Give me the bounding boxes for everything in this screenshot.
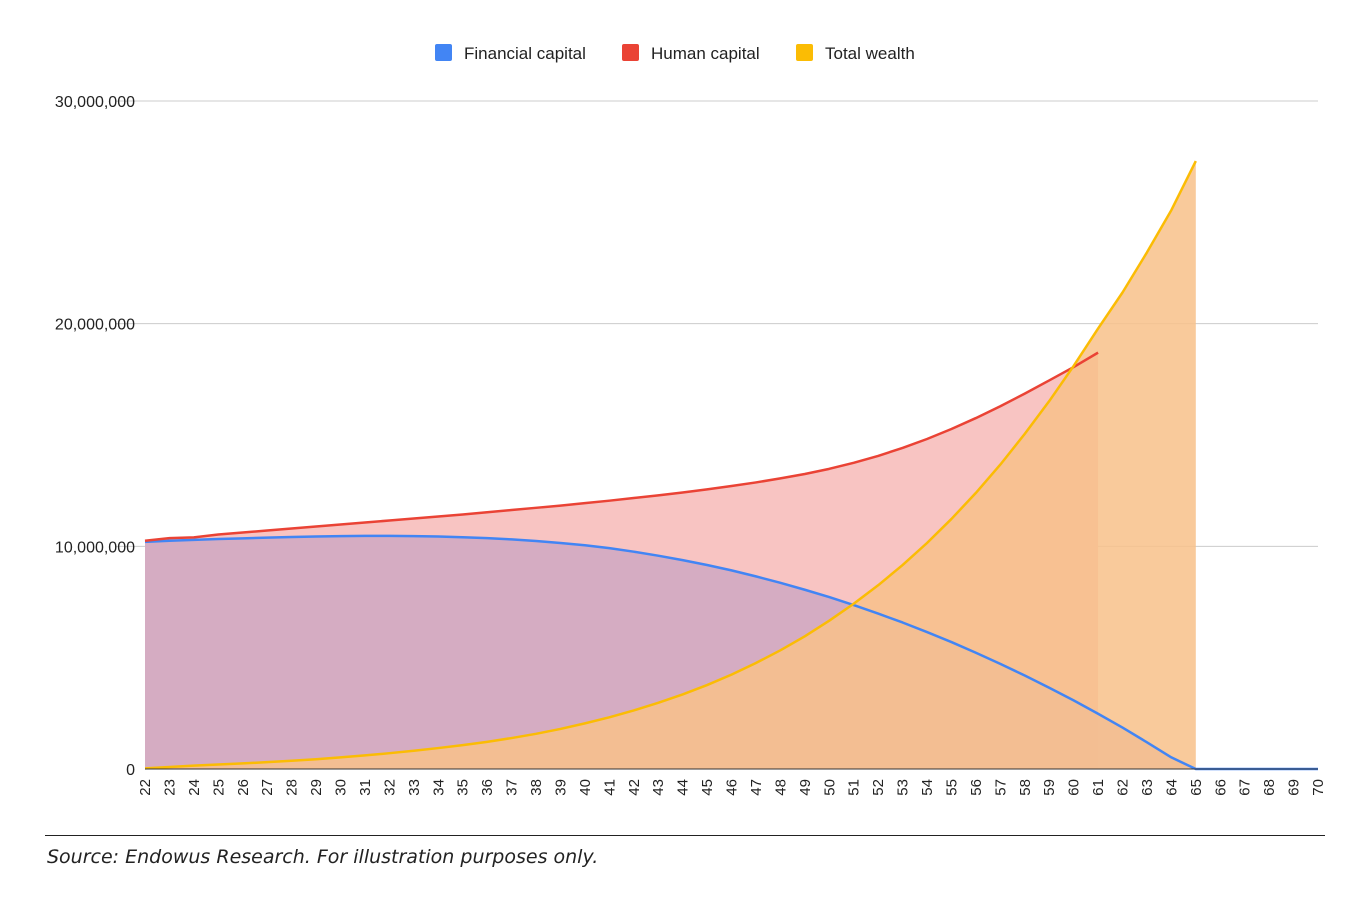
x-tick-label: 26	[235, 779, 252, 796]
x-tick-label: 27	[259, 779, 276, 796]
y-axis: 0 10,000,000 20,000,000 30,000,000	[55, 94, 135, 779]
area-total-wealth	[145, 161, 1196, 769]
x-tick-label: 24	[186, 779, 203, 796]
y-tick-label: 20,000,000	[55, 317, 135, 334]
x-tick-label: 32	[381, 779, 398, 796]
x-axis: 22 23 24 25 26 27 28 29 30 31 32 33 34 35 36 37 38 39 40 41…	[137, 768, 1327, 796]
x-tick-label: 64	[1163, 779, 1180, 796]
y-tick-label: 10,000,000	[55, 539, 135, 556]
x-tick-label: 34	[430, 779, 447, 796]
x-tick-label: 69	[1286, 779, 1303, 796]
x-tick-label: 50	[821, 779, 838, 796]
line-financial-capital	[144, 534, 1318, 771]
x-tick-label: 45	[699, 779, 716, 796]
x-tick-label: 36	[479, 779, 496, 796]
x-tick-label: 48	[772, 779, 789, 796]
x-tick-label: 41	[601, 779, 618, 796]
legend-swatch-human-capital	[622, 44, 639, 61]
x-tick-label: 29	[308, 779, 325, 796]
x-tick-label: 67	[1237, 779, 1254, 796]
x-tick-label: 44	[675, 779, 692, 796]
legend-label-human-capital: Human capital	[651, 44, 760, 63]
source-note: Source: Endowus Research. For illustrati…	[47, 846, 599, 868]
x-tick-label: 30	[333, 779, 350, 796]
line-total-wealth	[144, 160, 1197, 770]
x-tick-label: 38	[528, 779, 545, 796]
x-tick-label: 53	[895, 779, 912, 796]
x-tick-label: 68	[1261, 779, 1278, 796]
x-tick-label: 70	[1310, 779, 1327, 796]
x-tick-label: 25	[210, 779, 227, 796]
x-tick-label: 61	[1090, 779, 1107, 796]
legend-label-financial-capital: Financial capital	[464, 44, 586, 63]
area-fills	[145, 161, 1318, 769]
x-tick-label: 57	[992, 779, 1009, 796]
x-tick-label: 63	[1139, 779, 1156, 796]
x-tick-label: 22	[137, 779, 154, 796]
x-tick-label: 33	[406, 779, 423, 796]
x-tick-label: 55	[943, 779, 960, 796]
x-tick-label: 40	[577, 779, 594, 796]
x-tick-label: 43	[650, 779, 667, 796]
x-tick-label: 66	[1212, 779, 1229, 796]
x-tick-label: 65	[1188, 779, 1205, 796]
x-tick-label: 56	[968, 779, 985, 796]
x-tick-label: 46	[724, 779, 741, 796]
x-tick-label: 35	[455, 779, 472, 796]
line-human-capital	[144, 351, 1099, 543]
x-tick-label: 51	[846, 779, 863, 796]
x-tick-label: 47	[748, 779, 765, 796]
legend-label-total-wealth: Total wealth	[825, 44, 915, 63]
x-tick-label: 39	[552, 779, 569, 796]
y-tick-label: 30,000,000	[55, 94, 135, 111]
legend-swatch-total-wealth	[796, 44, 813, 61]
x-tick-label: 42	[626, 779, 643, 796]
x-tick-label: 31	[357, 779, 374, 796]
legend-swatch-financial-capital	[435, 44, 452, 61]
x-tick-label: 58	[1017, 779, 1034, 796]
legend: Financial capital Human capital Total we…	[435, 44, 915, 63]
x-tick-label: 52	[870, 779, 887, 796]
x-tick-label: 28	[284, 779, 301, 796]
x-tick-label: 37	[504, 779, 521, 796]
x-tick-label: 54	[919, 779, 936, 796]
footer-divider	[45, 835, 1325, 836]
series-lines	[144, 160, 1318, 771]
x-tick-label: 59	[1041, 779, 1058, 796]
x-tick-label: 49	[797, 779, 814, 796]
x-tick-label: 23	[161, 779, 178, 796]
y-tick-label: 0	[126, 762, 135, 779]
x-tick-label: 60	[1066, 779, 1083, 796]
area-chart: Financial capital Human capital Total we…	[55, 44, 1327, 796]
x-tick-label: 62	[1115, 779, 1132, 796]
